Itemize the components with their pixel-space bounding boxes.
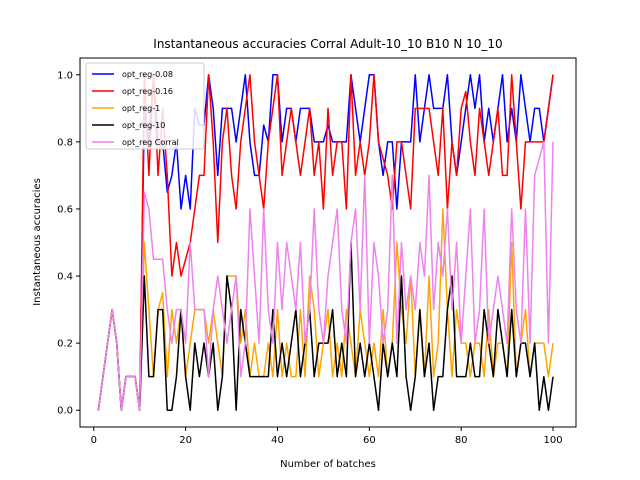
y-tick-label: 0.0 — [57, 406, 73, 417]
x-tick-label: 0 — [91, 435, 97, 446]
legend-label: opt_reg-1 — [122, 104, 160, 113]
series-line-opt-reg-0-08 — [97, 74, 554, 411]
x-axis-label: Number of batches — [280, 459, 376, 470]
x-tick-label: 80 — [455, 435, 468, 446]
x-tick-label: 100 — [543, 435, 562, 446]
plot-frame — [79, 57, 577, 428]
legend-item-opt-reg-corral: opt_reg Corral — [92, 138, 179, 147]
x-tick-label: 40 — [271, 435, 284, 446]
chart-title: Instantaneous accuracies Corral Adult-10… — [153, 37, 502, 51]
legend-label: opt_reg Corral — [122, 138, 179, 147]
x-tick-label: 20 — [179, 435, 192, 446]
legend-item-opt-reg-10: opt_reg-10 — [92, 121, 165, 130]
y-axis-label: Instantaneous accuracies — [32, 178, 43, 306]
legend-item-opt-reg-0-08: opt_reg-0.08 — [92, 70, 173, 79]
legend-item-opt-reg-0-16: opt_reg-0.16 — [92, 87, 173, 96]
plot-area — [97, 74, 554, 411]
y-tick-label: 1.0 — [57, 70, 73, 81]
legend: opt_reg-0.08 opt_reg-0.16 opt_reg-1 opt_reg… — [85, 62, 205, 150]
series-line-opt-reg-corral — [97, 141, 554, 411]
series-opt-reg-10 — [97, 241, 554, 411]
legend-item-opt-reg-1: opt_reg-1 — [92, 104, 160, 113]
y-axis: 0.0 0.2 0.4 0.6 0.8 1.0 — [57, 70, 80, 417]
x-tick-label: 60 — [363, 435, 376, 446]
legend-label: opt_reg-10 — [122, 121, 165, 130]
y-tick-label: 0.4 — [57, 272, 73, 283]
y-tick-label: 0.2 — [57, 339, 73, 350]
series-line-opt-reg-0-16 — [97, 74, 554, 411]
x-axis: 0 20 40 60 80 100 — [91, 427, 563, 446]
legend-label: opt_reg-0.08 — [122, 70, 173, 79]
series-line-opt-reg-10 — [97, 241, 554, 411]
y-tick-label: 0.8 — [57, 137, 73, 148]
legend-box — [85, 62, 205, 150]
y-tick-label: 0.6 — [57, 204, 73, 215]
legend-label: opt_reg-0.16 — [122, 87, 173, 96]
series-opt-reg-corral — [97, 141, 554, 411]
